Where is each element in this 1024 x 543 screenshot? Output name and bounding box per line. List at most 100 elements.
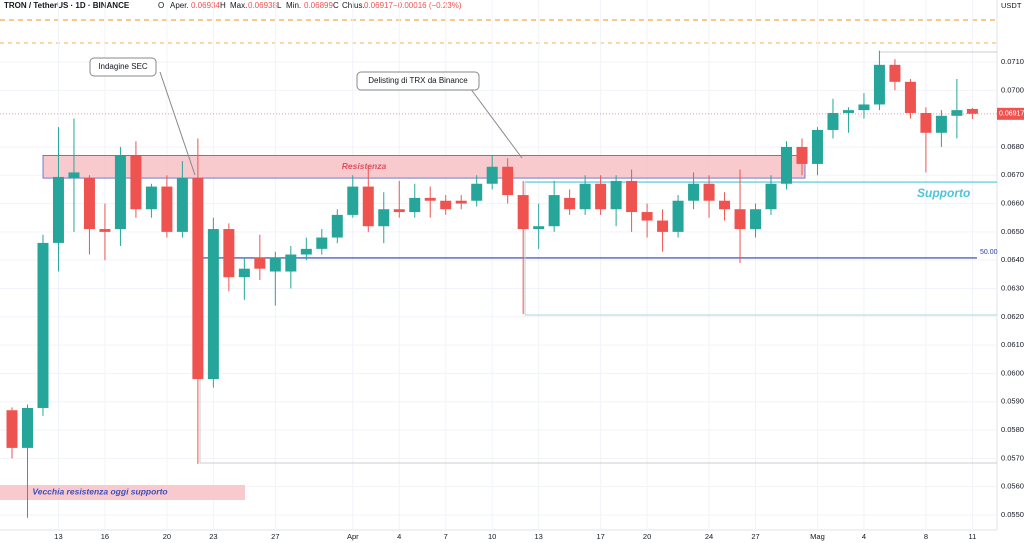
candle-body	[533, 226, 545, 230]
candle-body	[564, 197, 576, 210]
candle-body	[750, 209, 762, 230]
candle-body	[517, 195, 529, 230]
candle-body	[331, 214, 343, 238]
candle-body	[440, 200, 452, 210]
candles	[6, 50, 978, 518]
candle-body	[207, 229, 219, 380]
drawings	[0, 51, 997, 500]
candle-body	[703, 183, 715, 201]
callout-box	[89, 57, 157, 77]
candle-body	[192, 178, 204, 380]
candle-body	[52, 176, 64, 243]
x-tick-label: 16	[101, 532, 109, 541]
candle-body	[285, 254, 297, 272]
symbol: TRON / TetherUS · 1D · BINANCE	[4, 1, 130, 10]
candle-body	[579, 183, 591, 210]
candle-body	[827, 112, 839, 130]
candle-body	[114, 155, 126, 230]
candle-body	[176, 178, 188, 232]
callout-text: Delisting di TRX da Binance	[368, 76, 468, 85]
candle-body	[21, 407, 33, 448]
candle-body	[393, 209, 405, 213]
c-lbl: C	[333, 1, 339, 10]
candle-body	[796, 146, 808, 164]
zone-label: Resistenza	[342, 161, 387, 171]
candle-body	[595, 183, 607, 210]
level-label: Supporto	[917, 186, 970, 200]
candle-body	[99, 229, 111, 232]
candle-body	[471, 183, 483, 201]
x-tick-label: 20	[163, 532, 171, 541]
candle-body	[502, 166, 514, 196]
x-tick-label: 10	[488, 532, 496, 541]
x-tick-label: 4	[397, 532, 401, 541]
candle-body	[68, 172, 80, 179]
callout-pointer	[469, 87, 523, 159]
grid	[0, 0, 997, 530]
candle-body	[269, 257, 281, 272]
candle-body	[688, 183, 700, 201]
change: −0.00016 (−0.23%)	[393, 1, 462, 10]
c-val: 0.06917	[364, 1, 393, 10]
candle-body	[920, 112, 932, 133]
callout-pointer	[159, 71, 196, 176]
l-val: 0.06899	[304, 1, 333, 10]
h-name: Max.	[230, 1, 247, 10]
candle-body	[254, 257, 266, 269]
h-lbl: H	[220, 1, 226, 10]
last-price-tag	[997, 107, 1024, 120]
candle-body	[889, 64, 901, 82]
candle-body	[6, 410, 18, 448]
x-tick-label: Mag	[810, 532, 825, 541]
x-tick-label: 20	[643, 532, 651, 541]
candle-body	[316, 237, 328, 249]
candle-body	[145, 186, 157, 210]
candle-body	[300, 248, 312, 255]
o-name: Aper.	[170, 1, 189, 10]
l-lbl: L	[277, 1, 282, 10]
candle-body	[842, 110, 854, 113]
x-tick-label: 7	[444, 532, 448, 541]
x-tick-label: 27	[751, 532, 759, 541]
candle-body	[672, 200, 684, 232]
candle-body	[347, 186, 359, 215]
candle-body	[223, 229, 235, 278]
candle-body	[626, 180, 638, 213]
x-tick-label: 13	[54, 532, 62, 541]
candle-body	[378, 209, 390, 227]
candle-body	[781, 146, 792, 184]
y-tick-label: 0.07100	[1001, 57, 1024, 66]
o-val: 0.06934	[191, 1, 220, 10]
level-label: 50.00	[980, 249, 998, 256]
candle-body	[904, 81, 916, 113]
x-tick-label: 13	[534, 532, 542, 541]
candle-body	[83, 178, 95, 230]
candle-body	[657, 220, 669, 232]
candle-body	[734, 209, 746, 230]
h-val: 0.06938	[248, 1, 277, 10]
candle-body	[951, 110, 963, 116]
candle-body	[935, 115, 947, 133]
candle-body	[858, 104, 870, 111]
candle-body	[409, 197, 421, 213]
candle-body	[130, 155, 142, 210]
currency: USDT	[1001, 1, 1022, 10]
x-tick-label: 23	[209, 532, 217, 541]
